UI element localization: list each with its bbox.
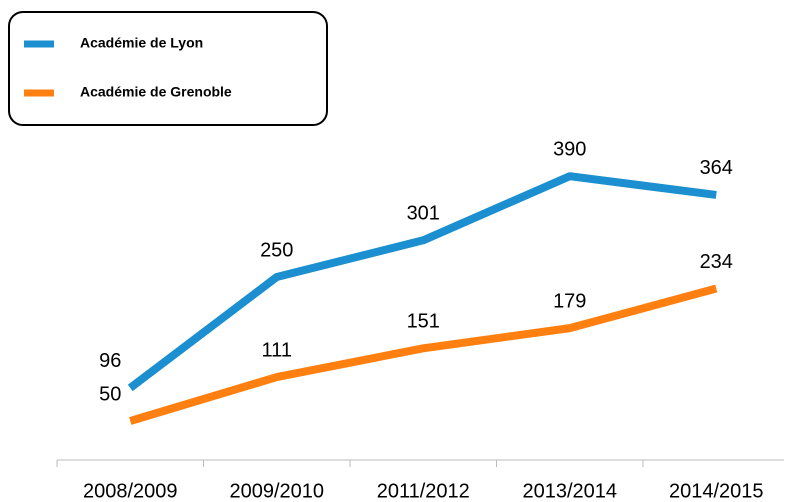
data-label: 151 bbox=[407, 311, 440, 333]
data-label: 301 bbox=[407, 203, 440, 225]
x-tick-label: 2009/2010 bbox=[229, 480, 324, 502]
series-line bbox=[129, 284, 718, 425]
data-label: 250 bbox=[260, 239, 293, 261]
data-label: 50 bbox=[99, 383, 121, 405]
data-label: 390 bbox=[553, 138, 586, 160]
data-label: 364 bbox=[700, 157, 733, 179]
data-label: 111 bbox=[262, 339, 292, 361]
x-tick-label: 2013/2014 bbox=[522, 480, 617, 502]
legend-label: Académie de Grenoble bbox=[80, 84, 232, 100]
legend-box bbox=[8, 11, 328, 126]
legend-label: Académie de Lyon bbox=[80, 35, 203, 51]
x-tick-label: 2011/2012 bbox=[377, 480, 470, 502]
x-tick-label: 2008/2009 bbox=[83, 480, 178, 502]
data-label: 96 bbox=[99, 350, 121, 372]
series-line bbox=[127, 172, 717, 392]
x-tick-label: 2014/2015 bbox=[669, 480, 764, 502]
data-label: 234 bbox=[700, 251, 733, 273]
data-label: 179 bbox=[553, 290, 586, 312]
